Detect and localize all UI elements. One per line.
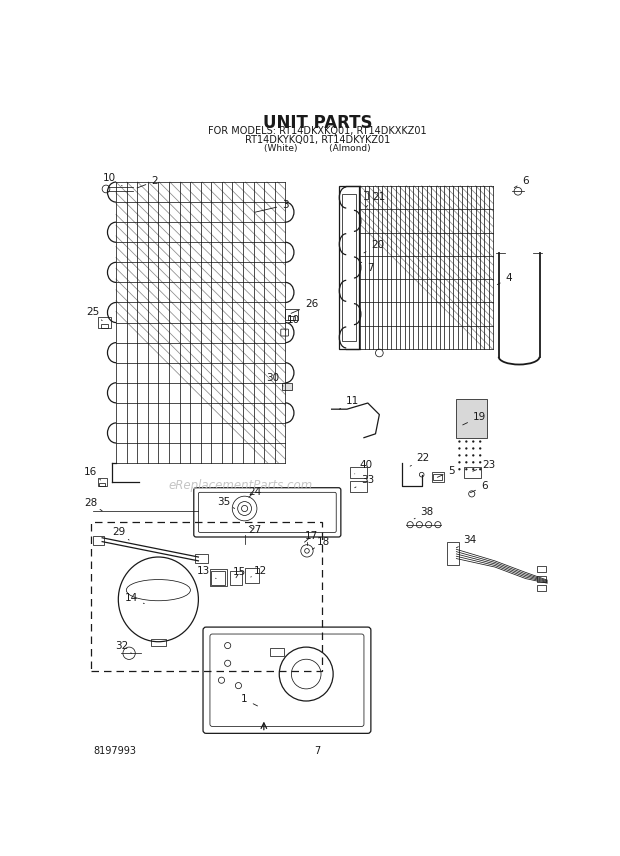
Text: 33: 33 xyxy=(355,475,374,488)
Text: 38: 38 xyxy=(414,508,434,519)
Text: 28: 28 xyxy=(84,498,102,511)
Bar xyxy=(288,316,295,320)
Bar xyxy=(270,648,284,656)
Bar xyxy=(456,399,487,437)
Text: (White)           (Almond): (White) (Almond) xyxy=(265,144,371,152)
Circle shape xyxy=(465,448,467,449)
Text: 21: 21 xyxy=(366,192,386,206)
Text: 3: 3 xyxy=(255,200,289,212)
Text: 22: 22 xyxy=(410,454,430,467)
Bar xyxy=(97,317,112,328)
Bar xyxy=(339,186,358,349)
Text: 35: 35 xyxy=(217,496,234,508)
Circle shape xyxy=(465,455,467,456)
Text: 15: 15 xyxy=(232,568,246,578)
Text: 12: 12 xyxy=(250,566,267,577)
Text: 2: 2 xyxy=(137,176,158,188)
Bar xyxy=(230,571,242,585)
Text: 32: 32 xyxy=(115,640,131,653)
Text: 10: 10 xyxy=(285,315,299,330)
Text: 27: 27 xyxy=(248,525,261,535)
Bar xyxy=(151,639,166,645)
Circle shape xyxy=(465,461,467,463)
Bar xyxy=(99,483,105,486)
Circle shape xyxy=(479,455,481,456)
Bar xyxy=(537,575,546,582)
Circle shape xyxy=(472,468,474,471)
Text: 34: 34 xyxy=(456,535,477,548)
Text: 18: 18 xyxy=(312,537,330,550)
Bar xyxy=(246,568,259,583)
Text: 1: 1 xyxy=(241,694,257,706)
Text: 24: 24 xyxy=(248,486,261,497)
Text: UNIT PARTS: UNIT PARTS xyxy=(263,114,373,133)
Text: 17: 17 xyxy=(304,532,318,542)
Bar xyxy=(350,481,367,491)
Bar xyxy=(102,324,107,328)
Bar xyxy=(210,569,227,586)
Circle shape xyxy=(479,461,481,463)
Text: RT14DKYKQ01, RT14DKYKZ01: RT14DKYKQ01, RT14DKYKZ01 xyxy=(245,135,391,145)
Text: 4: 4 xyxy=(497,273,512,285)
Bar xyxy=(285,309,298,320)
Bar xyxy=(342,193,356,342)
Circle shape xyxy=(465,440,467,443)
Text: 13: 13 xyxy=(197,566,216,579)
Text: 6: 6 xyxy=(471,481,487,493)
Circle shape xyxy=(479,448,481,449)
Text: 11: 11 xyxy=(339,396,359,409)
Text: 40: 40 xyxy=(355,460,373,474)
Text: 6: 6 xyxy=(514,176,529,187)
Circle shape xyxy=(458,468,461,471)
Text: 25: 25 xyxy=(86,307,102,321)
Circle shape xyxy=(458,448,461,449)
Circle shape xyxy=(465,468,467,471)
Bar xyxy=(93,536,104,545)
Text: 10: 10 xyxy=(104,173,122,186)
Text: 23: 23 xyxy=(473,460,495,472)
Circle shape xyxy=(479,440,481,443)
Text: 30: 30 xyxy=(267,373,283,386)
Text: 5: 5 xyxy=(437,466,455,478)
Bar xyxy=(195,554,208,563)
Circle shape xyxy=(479,468,481,471)
Text: 8197993: 8197993 xyxy=(93,746,136,756)
Bar xyxy=(91,522,322,671)
Bar xyxy=(447,542,459,565)
Circle shape xyxy=(472,461,474,463)
Bar xyxy=(211,571,225,585)
Text: eReplacementParts.com: eReplacementParts.com xyxy=(169,479,313,492)
Text: 19: 19 xyxy=(463,412,486,425)
Text: 20: 20 xyxy=(364,241,384,253)
Text: 29: 29 xyxy=(112,526,129,540)
Bar xyxy=(537,567,546,573)
Circle shape xyxy=(458,440,461,443)
Circle shape xyxy=(472,448,474,449)
Text: 26: 26 xyxy=(291,300,318,313)
Circle shape xyxy=(458,461,461,463)
Bar xyxy=(433,474,443,480)
Bar xyxy=(464,467,481,479)
Text: FOR MODELS: RT14DKXKQ01, RT14DKXKZ01: FOR MODELS: RT14DKXKQ01, RT14DKXKZ01 xyxy=(208,126,427,136)
Circle shape xyxy=(472,440,474,443)
Text: 14: 14 xyxy=(125,593,144,603)
Circle shape xyxy=(472,455,474,456)
Text: 7: 7 xyxy=(314,746,321,756)
Circle shape xyxy=(458,455,461,456)
Bar xyxy=(537,585,546,591)
Text: 7: 7 xyxy=(361,262,373,273)
Text: 16: 16 xyxy=(84,467,100,480)
Bar xyxy=(432,473,444,482)
Bar xyxy=(350,467,367,478)
Bar xyxy=(281,383,293,390)
Bar xyxy=(97,479,107,486)
